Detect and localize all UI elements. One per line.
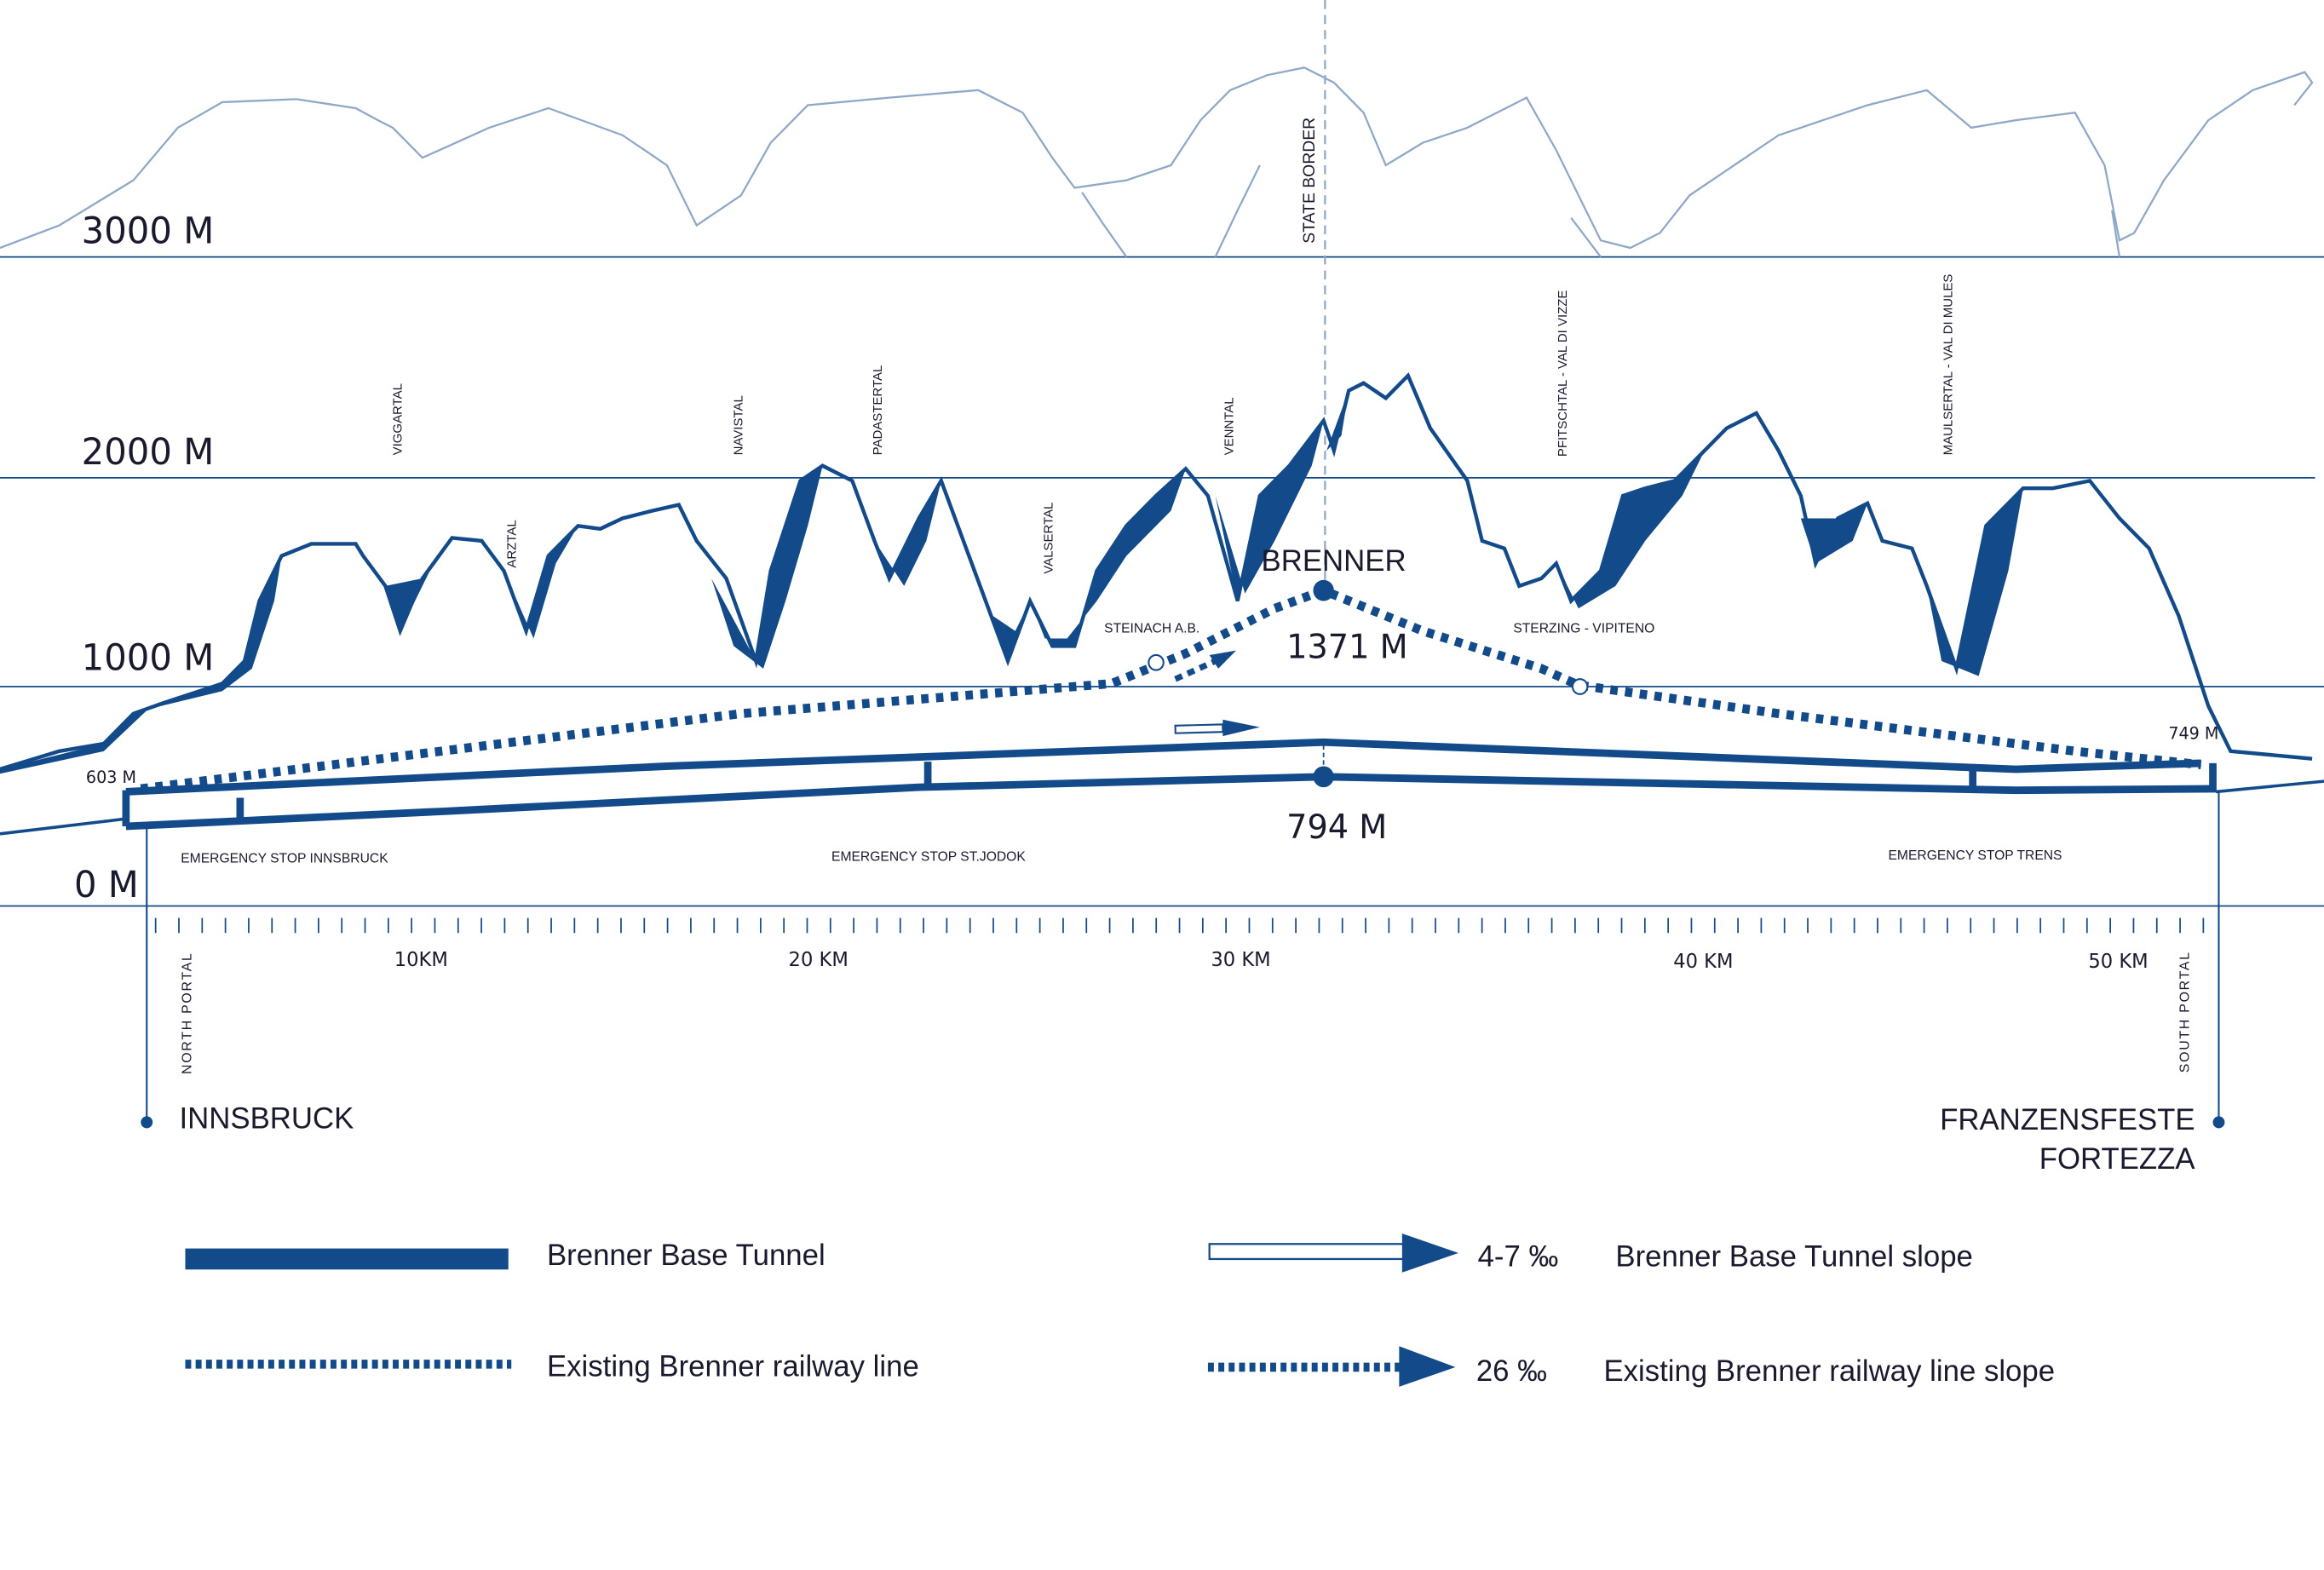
innsbruck-marker — [141, 1116, 153, 1129]
valley-label: VALSERTAL — [1042, 503, 1056, 574]
legend-railway-label: Existing Brenner railway line — [547, 1349, 919, 1383]
brenner-marker — [1313, 579, 1334, 601]
label-1000m: 1000 M — [82, 636, 215, 678]
legend-tunnel-slope-label: Brenner Base Tunnel slope — [1615, 1240, 1973, 1274]
access-line-north — [0, 817, 127, 836]
km-label-40: 40 KM — [1673, 951, 1733, 973]
tunnel-tube-upper — [125, 738, 2201, 796]
station-sterzing-label: STERZING - VIPITENO — [1513, 621, 1654, 635]
tunnel-apex-height: 794 M — [1286, 808, 1387, 847]
north-portal-label: NORTH PORTAL — [181, 952, 195, 1074]
south-portal-label: SOUTH PORTAL — [2178, 951, 2193, 1073]
label-2000m: 2000 M — [82, 431, 215, 473]
base-tunnel — [122, 738, 2217, 831]
emergency-stop-stjodok: EMERGENCY STOP ST.JODOK — [831, 849, 1026, 864]
legend-tunnel-label: Brenner Base Tunnel — [547, 1239, 825, 1272]
legend-railway-slope-arrowhead — [1399, 1346, 1456, 1387]
railway-direction-arrowhead — [1209, 650, 1236, 669]
emergency-stop-innsbruck: EMERGENCY STOP INNSBRUCK — [181, 851, 388, 866]
valley-label: VENNTAL — [1223, 397, 1237, 455]
city-franzensfeste: FRANZENSFESTE — [1940, 1103, 2195, 1136]
station-steinach-label: STEINACH A.B. — [1104, 621, 1199, 635]
valley-label: PADASTERTAL — [872, 365, 885, 456]
label-3000m: 3000 M — [82, 210, 215, 251]
legend-tunnel-swatch — [185, 1248, 509, 1270]
valley-label: ARZTAL — [506, 520, 520, 567]
km-label-20: 20 KM — [789, 949, 848, 971]
south-portal-height: 749 M — [2168, 724, 2218, 744]
existing-railway-line — [140, 585, 2202, 794]
legend: Brenner Base Tunnel Existing Brenner rai… — [185, 1233, 2055, 1388]
fortezza-marker — [2212, 1116, 2225, 1129]
tunnel-slope-arrow — [1174, 719, 1260, 737]
distant-mountain-range — [0, 66, 2314, 258]
mountain-ridge-line — [0, 372, 2313, 772]
valley-label: VIGGARTAL — [392, 383, 406, 455]
north-portal-height: 603 M — [86, 768, 136, 787]
legend-railway-slope-value: 26 ‰ — [1476, 1354, 1547, 1388]
brenner-label: BRENNER — [1262, 544, 1406, 578]
tunnel-tube-lower — [125, 773, 2217, 831]
km-label-10: 10KM — [394, 949, 448, 971]
km-label-50: 50 KM — [2088, 951, 2148, 973]
legend-tunnel-slope-arrow — [1208, 1243, 1406, 1261]
km-axis-ticks — [154, 917, 2205, 934]
city-innsbruck: INNSBRUCK — [180, 1101, 354, 1135]
brenner-existing-height: 1371 M — [1286, 628, 1408, 666]
legend-railway-slope-label: Existing Brenner railway line slope — [1603, 1354, 2055, 1388]
elevation-gridlines — [0, 256, 2324, 907]
emergency-stop-trens: EMERGENCY STOP TRENS — [1889, 848, 2062, 863]
mountain-profile-fills — [0, 390, 2023, 774]
station-steinach-marker — [1148, 653, 1165, 671]
valley-label: MAULSERTAL - VAL DI MULES — [1941, 274, 1955, 456]
valley-label: NAVISTAL — [733, 395, 746, 455]
km-label-30: 30 KM — [1211, 949, 1270, 971]
legend-tunnel-slope-arrowhead — [1401, 1233, 1458, 1273]
railway-direction-arrow — [1174, 658, 1217, 682]
station-sterzing-marker — [1571, 678, 1589, 695]
tunnel-apex-marker — [1313, 766, 1334, 788]
label-0m: 0 M — [74, 864, 139, 906]
city-fortezza: FORTEZZA — [2039, 1142, 2196, 1176]
state-border-label: STATE BORDER — [1301, 118, 1319, 244]
legend-tunnel-slope-value: 4-7 ‰ — [1478, 1240, 1559, 1274]
access-line-south — [2215, 779, 2324, 794]
valley-label: PFITSCHTAL - VAL DI VIZZE — [1556, 290, 1570, 457]
valley-labels: VIGGARTAL ARZTAL NAVISTAL PADASTERTAL VA… — [392, 274, 1956, 574]
